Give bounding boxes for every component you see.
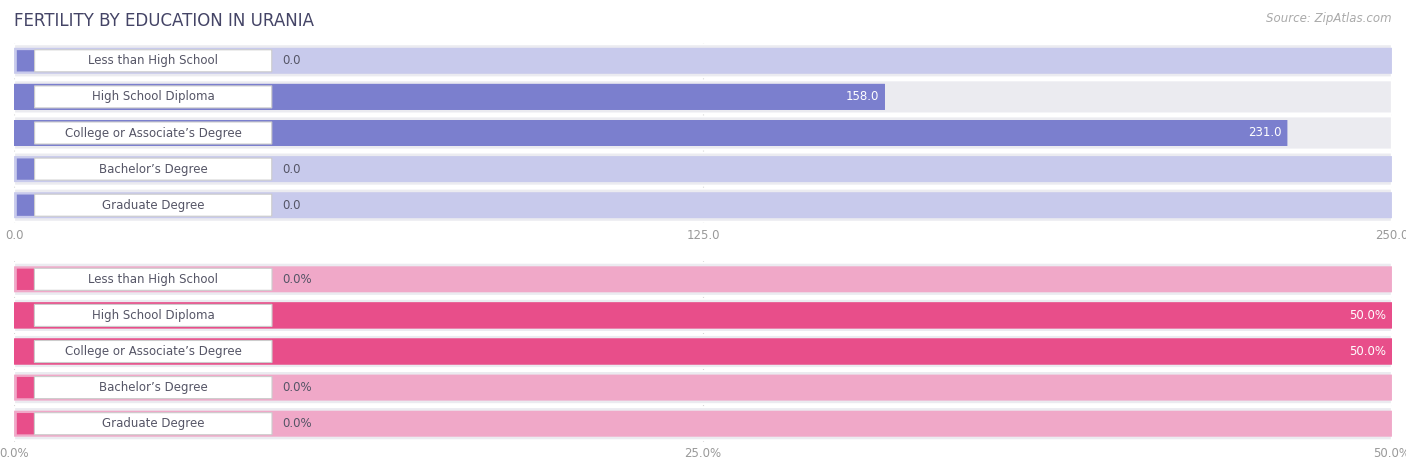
FancyBboxPatch shape [34, 377, 271, 399]
Text: 0.0%: 0.0% [283, 273, 312, 286]
Text: Source: ZipAtlas.com: Source: ZipAtlas.com [1267, 12, 1392, 25]
Text: 50.0%: 50.0% [1350, 345, 1386, 358]
FancyBboxPatch shape [35, 194, 271, 216]
Text: 0.0: 0.0 [283, 54, 301, 67]
FancyBboxPatch shape [35, 50, 271, 72]
Text: 158.0: 158.0 [846, 90, 879, 104]
Text: Bachelor’s Degree: Bachelor’s Degree [98, 162, 208, 176]
FancyBboxPatch shape [17, 50, 35, 71]
Text: Less than High School: Less than High School [89, 273, 218, 286]
FancyBboxPatch shape [17, 377, 35, 398]
FancyBboxPatch shape [35, 86, 271, 108]
FancyBboxPatch shape [14, 84, 1392, 110]
FancyBboxPatch shape [14, 375, 1392, 400]
FancyBboxPatch shape [17, 86, 35, 107]
Text: Less than High School: Less than High School [89, 54, 218, 67]
FancyBboxPatch shape [14, 80, 1392, 114]
FancyBboxPatch shape [34, 304, 271, 326]
FancyBboxPatch shape [14, 44, 1392, 77]
FancyBboxPatch shape [14, 189, 1392, 222]
Text: Bachelor’s Degree: Bachelor’s Degree [98, 381, 208, 394]
Text: 0.0: 0.0 [283, 162, 301, 176]
FancyBboxPatch shape [14, 84, 884, 110]
Text: High School Diploma: High School Diploma [91, 90, 215, 104]
Text: 50.0%: 50.0% [1350, 309, 1386, 322]
FancyBboxPatch shape [14, 84, 884, 110]
FancyBboxPatch shape [17, 123, 35, 143]
FancyBboxPatch shape [14, 339, 1392, 364]
Text: 0.0%: 0.0% [283, 417, 312, 430]
Text: FERTILITY BY EDUCATION IN URANIA: FERTILITY BY EDUCATION IN URANIA [14, 12, 314, 30]
FancyBboxPatch shape [14, 152, 1392, 186]
FancyBboxPatch shape [34, 268, 271, 290]
FancyBboxPatch shape [17, 305, 35, 326]
FancyBboxPatch shape [35, 122, 271, 144]
FancyBboxPatch shape [14, 266, 1392, 292]
FancyBboxPatch shape [14, 371, 1392, 404]
FancyBboxPatch shape [14, 263, 1392, 296]
Text: Graduate Degree: Graduate Degree [103, 417, 204, 430]
FancyBboxPatch shape [17, 269, 35, 290]
FancyBboxPatch shape [35, 158, 271, 180]
FancyBboxPatch shape [17, 159, 35, 180]
FancyBboxPatch shape [14, 407, 1392, 440]
FancyBboxPatch shape [34, 413, 271, 435]
FancyBboxPatch shape [14, 339, 1392, 364]
FancyBboxPatch shape [14, 303, 1392, 328]
FancyBboxPatch shape [17, 341, 35, 362]
FancyBboxPatch shape [14, 303, 1392, 328]
FancyBboxPatch shape [17, 195, 35, 216]
FancyBboxPatch shape [14, 120, 1392, 146]
FancyBboxPatch shape [14, 335, 1392, 368]
FancyBboxPatch shape [14, 156, 1392, 182]
FancyBboxPatch shape [14, 120, 1288, 146]
Text: 231.0: 231.0 [1249, 126, 1282, 140]
Text: Graduate Degree: Graduate Degree [103, 199, 204, 212]
Text: 0.0: 0.0 [283, 199, 301, 212]
FancyBboxPatch shape [34, 341, 271, 362]
FancyBboxPatch shape [14, 339, 1392, 364]
FancyBboxPatch shape [14, 48, 1392, 74]
FancyBboxPatch shape [14, 116, 1392, 150]
FancyBboxPatch shape [14, 120, 1288, 146]
FancyBboxPatch shape [14, 299, 1392, 332]
Text: High School Diploma: High School Diploma [91, 309, 215, 322]
FancyBboxPatch shape [14, 192, 1392, 218]
Text: College or Associate’s Degree: College or Associate’s Degree [65, 126, 242, 140]
FancyBboxPatch shape [17, 413, 35, 434]
FancyBboxPatch shape [14, 303, 1392, 328]
Text: 0.0%: 0.0% [283, 381, 312, 394]
Text: College or Associate’s Degree: College or Associate’s Degree [65, 345, 242, 358]
FancyBboxPatch shape [14, 411, 1392, 437]
